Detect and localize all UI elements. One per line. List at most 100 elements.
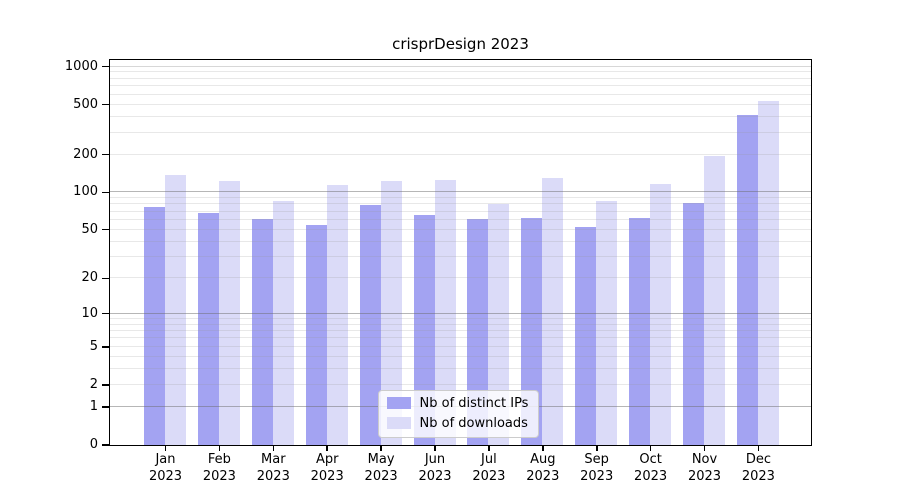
gridline-y-700 — [109, 85, 811, 87]
x-tick-year: 2023 — [741, 469, 775, 484]
bar-downloads-oct — [650, 183, 672, 445]
y-tick-10 — [102, 312, 109, 315]
bar-distinct-ips-dec — [736, 114, 758, 445]
bar-downloads-jul — [488, 203, 510, 445]
x-tick-month: Jan — [155, 452, 176, 467]
bar-downloads-feb — [218, 180, 240, 445]
chart-title: crisprDesign 2023 — [392, 35, 529, 53]
gridline-y-4 — [109, 355, 811, 357]
x-tick-mar — [272, 445, 275, 451]
gridline-y-7 — [109, 330, 811, 332]
x-tick-month: Mar — [261, 452, 286, 467]
bar-distinct-ips-oct — [629, 217, 651, 445]
x-tick-year: 2023 — [526, 469, 560, 484]
x-tick-month: Feb — [207, 452, 231, 467]
x-tick-year: 2023 — [687, 469, 722, 484]
y-tick-200 — [102, 153, 109, 156]
x-tick-month: Jul — [481, 452, 497, 467]
y-tick-5 — [102, 346, 109, 348]
y-tick-100 — [102, 191, 109, 193]
x-tick-jul — [488, 445, 490, 451]
gridline-y-80 — [109, 203, 811, 205]
y-tick-label-200: 200 — [73, 146, 98, 162]
gridline-y-300 — [109, 131, 811, 133]
x-tick-nov — [703, 445, 706, 451]
x-tick-month: Dec — [745, 452, 771, 467]
y-tick-label-100: 100 — [73, 184, 98, 200]
y-tick-label-10: 10 — [81, 305, 98, 321]
gridline-y-200 — [109, 153, 811, 155]
bar-distinct-ips-may — [359, 204, 381, 445]
x-tick-jan — [164, 445, 167, 451]
x-tick-year: 2023 — [202, 469, 236, 484]
x-tick-year: 2023 — [418, 469, 452, 484]
x-tick-label-jan: Jan 2023 — [135, 451, 197, 485]
x-tick-year: 2023 — [580, 469, 614, 484]
gridline-y-600 — [109, 93, 811, 95]
bar-distinct-ips-apr — [305, 225, 327, 445]
x-tick-year: 2023 — [310, 469, 344, 484]
gridline-y-10 — [109, 312, 811, 314]
plot-area: Nb of distinct IPs Nb of downloads — [108, 58, 812, 446]
x-tick-year: 2023 — [256, 469, 290, 484]
y-tick-50 — [102, 228, 109, 231]
bar-downloads-nov — [704, 155, 725, 445]
gridline-y-900 — [109, 71, 811, 73]
bar-distinct-ips-jul — [467, 218, 489, 445]
y-tick-500 — [102, 103, 109, 106]
legend: Nb of distinct IPs Nb of downloads — [377, 389, 540, 438]
x-tick-may — [380, 445, 382, 451]
gridline-y-30 — [109, 256, 811, 257]
x-tick-label-jul: Jul 2023 — [458, 451, 520, 485]
bar-distinct-ips-sep — [575, 227, 597, 445]
y-tick-label-2: 2 — [89, 376, 98, 392]
x-tick-label-apr: Apr 2023 — [296, 451, 358, 485]
bar-downloads-aug — [542, 178, 564, 445]
x-tick-label-nov: Nov 2023 — [674, 451, 736, 485]
bar-downloads-jan — [165, 175, 186, 445]
gridline-y-50 — [109, 228, 811, 230]
x-tick-year: 2023 — [364, 469, 398, 484]
x-tick-apr — [326, 445, 328, 451]
legend-row-distinct-ips: Nb of distinct IPs — [386, 396, 528, 411]
x-tick-year: 2023 — [472, 469, 506, 484]
gridline-y-20 — [109, 277, 811, 279]
x-tick-label-aug: Aug 2023 — [512, 451, 574, 485]
y-tick-1 — [102, 406, 109, 408]
gridline-y-60 — [109, 218, 811, 220]
x-tick-month: Sep — [584, 452, 609, 467]
x-tick-oct — [649, 445, 652, 451]
bar-downloads-apr — [326, 184, 348, 445]
x-tick-sep — [596, 445, 598, 451]
x-tick-feb — [218, 445, 221, 451]
gridline-y-2 — [109, 383, 811, 385]
y-tick-0 — [102, 444, 109, 446]
gridline-y-8 — [109, 323, 811, 325]
bar-distinct-ips-aug — [521, 217, 543, 445]
gridline-y-400 — [109, 115, 811, 117]
gridline-y-500 — [109, 103, 811, 105]
bar-downloads-mar — [272, 200, 294, 445]
y-tick-label-50: 50 — [81, 221, 98, 237]
x-tick-label-jun: Jun 2023 — [404, 451, 466, 485]
gridline-y-800 — [109, 77, 811, 79]
y-tick-label-20: 20 — [81, 270, 98, 286]
y-tick-label-1000: 1000 — [64, 58, 98, 74]
x-tick-month: Nov — [691, 452, 718, 467]
x-tick-month: Jun — [424, 452, 446, 467]
gridline-y-9 — [109, 317, 811, 319]
gridline-y-90 — [109, 197, 811, 198]
gridline-y-40 — [109, 240, 811, 242]
gridline-y-70 — [109, 210, 811, 212]
x-tick-month: Oct — [639, 452, 662, 467]
gridline-y-1000 — [109, 65, 811, 67]
bar-distinct-ips-nov — [683, 203, 704, 445]
bar-distinct-ips-jun — [413, 215, 435, 445]
x-tick-month: Aug — [530, 452, 556, 467]
bar-distinct-ips-jan — [144, 206, 165, 445]
bar-downloads-jun — [434, 180, 456, 445]
gridline-y-100 — [109, 191, 811, 193]
gridline-y-6 — [109, 337, 811, 339]
x-tick-aug — [542, 445, 544, 451]
y-tick-1000 — [102, 65, 109, 68]
